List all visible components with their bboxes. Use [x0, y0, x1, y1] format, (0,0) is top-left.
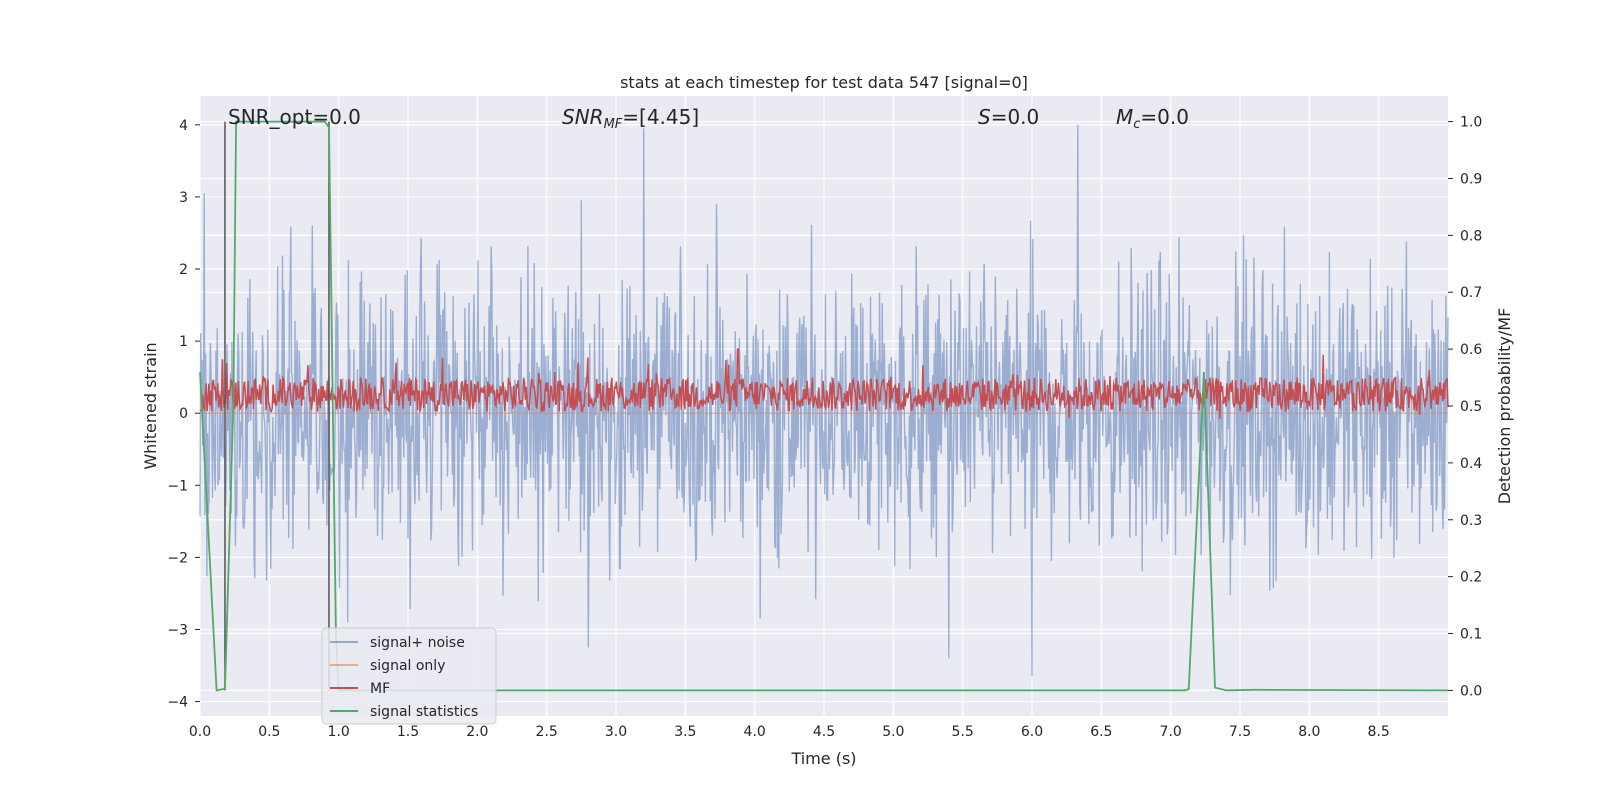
- series-signal-noise: [199, 124, 1449, 677]
- x-tick-label: 5.0: [882, 724, 904, 740]
- y-right-tick-label: 0.9: [1460, 171, 1482, 187]
- y-right-tick-label: 0.1: [1460, 627, 1482, 643]
- y-tick-label: 4: [179, 118, 188, 134]
- annotation-mc-value: =0.0: [1140, 105, 1189, 129]
- x-tick-label: 8.0: [1298, 724, 1320, 740]
- y-tick-label: 2: [179, 262, 188, 278]
- x-tick-label: 3.0: [605, 724, 627, 740]
- signal-noise-line: [199, 124, 1449, 677]
- x-tick-label: 6.5: [1090, 724, 1112, 740]
- x-tick-label: 3.5: [674, 724, 696, 740]
- chart-title: stats at each timestep for test data 547…: [620, 73, 1028, 92]
- legend-label-mf: MF: [370, 681, 390, 697]
- x-tick-label: 7.5: [1229, 724, 1251, 740]
- y-tick-label: −4: [167, 695, 188, 711]
- legend: signal+ noise signal only MF signal stat…: [321, 627, 497, 725]
- x-tick-label: 4.0: [744, 724, 766, 740]
- annotation-s-main: S: [978, 105, 991, 129]
- x-tick-label: 1.0: [328, 724, 350, 740]
- y-tick-label: −2: [167, 550, 188, 566]
- annotation-mc-main: M: [1116, 105, 1133, 129]
- y-tick-label: 0: [179, 406, 188, 422]
- annotation-snr-opt: SNR_opt=0.0: [228, 105, 361, 129]
- x-tick-label: 0.5: [258, 724, 280, 740]
- annotation-s-value: =0.0: [991, 105, 1040, 129]
- y-right-tick-label: 0.7: [1460, 285, 1482, 301]
- y-tick-label: −1: [167, 478, 188, 494]
- legend-box: [321, 627, 497, 725]
- series-mf: [199, 348, 1449, 419]
- annotation-s: S=0.0: [978, 105, 1039, 129]
- y-right-tick-label: 0.3: [1460, 513, 1482, 529]
- annotation-snr-mf-value: =[4.45]: [622, 105, 699, 129]
- vertical-markers: [224, 121, 330, 691]
- y-right-tick-label: 0.4: [1460, 456, 1482, 472]
- x-tick-label: 0.0: [189, 724, 211, 740]
- y-right-tick-label: 0.0: [1460, 683, 1482, 699]
- y-right-tick-label: 1.0: [1460, 115, 1482, 131]
- legend-label-signal-statistics: signal statistics: [370, 704, 478, 720]
- y-right-tick-label: 0.8: [1460, 228, 1482, 244]
- y-right-tick-label: 0.2: [1460, 570, 1482, 586]
- y-right-tick-label: 0.6: [1460, 342, 1482, 358]
- x-tick-label: 4.5: [813, 724, 835, 740]
- y-right-tick-label: 0.5: [1460, 399, 1482, 415]
- grid: [199, 96, 1448, 716]
- x-tick-label: 5.5: [952, 724, 974, 740]
- x-tick-label: 6.0: [1021, 724, 1043, 740]
- annotation-snr-mf: SNRMF=[4.45]: [562, 105, 699, 132]
- y-axis-right-label: Detection probability/MF: [1495, 308, 1514, 505]
- annotation-snr-mf-main: SNR: [562, 105, 604, 129]
- annotation-mc: Mc=0.0: [1116, 105, 1189, 132]
- legend-label-signal-noise: signal+ noise: [370, 635, 465, 651]
- x-tick-label: 1.5: [397, 724, 419, 740]
- x-tick-label: 2.0: [466, 724, 488, 740]
- x-tick-label: 2.5: [536, 724, 558, 740]
- legend-label-signal-only: signal only: [370, 658, 445, 674]
- x-axis-label: Time (s): [790, 749, 856, 768]
- annotation-snr-mf-sub: MF: [604, 117, 623, 132]
- y-tick-label: 1: [179, 334, 188, 350]
- axis-ticks: 0.0 0.5 1.0 1.5 2.0 2.5 3.0 3.5 4.0 4.5 5.0 5.5 6.0 6…: [167, 115, 1482, 740]
- annotation-mc-sub: c: [1133, 117, 1140, 132]
- x-tick-label: 8.5: [1368, 724, 1390, 740]
- y-tick-label: 3: [179, 190, 188, 206]
- y-tick-label: −3: [167, 622, 188, 638]
- x-tick-label: 7.0: [1160, 724, 1182, 740]
- mf-line: [199, 348, 1449, 419]
- y-axis-label: Whitened strain: [141, 342, 160, 469]
